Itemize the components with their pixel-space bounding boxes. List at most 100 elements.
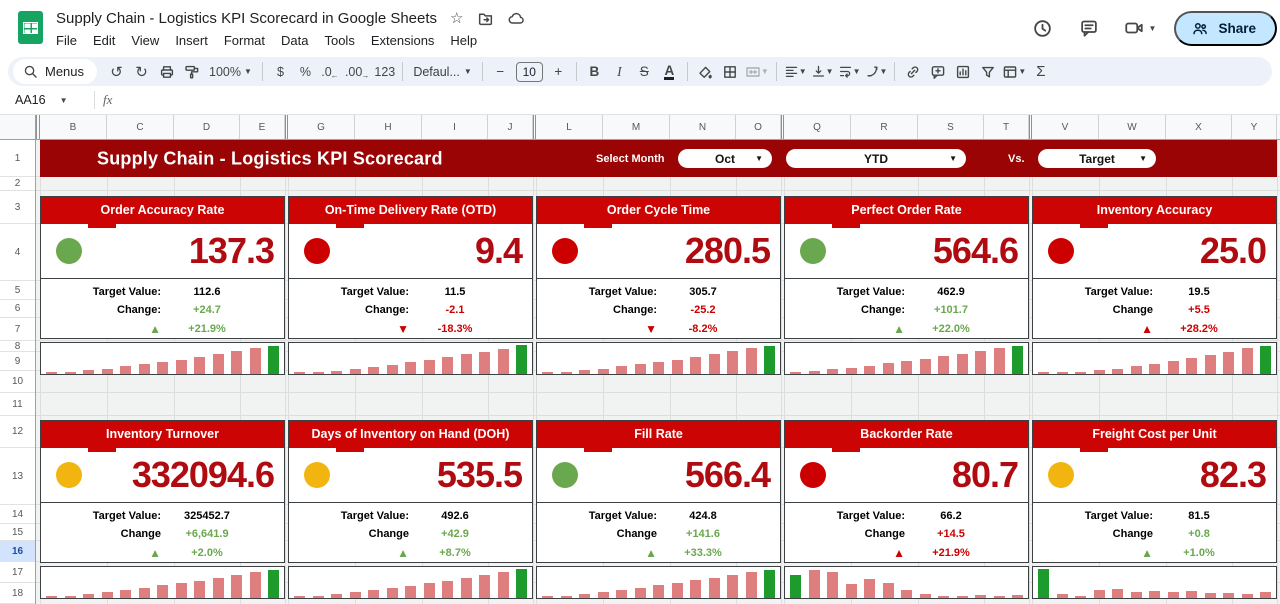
row-header-16[interactable]: 16 [0,541,35,562]
kpi-card-on-time-delivery-rate-otd[interactable]: On-Time Delivery Rate (OTD) 9.4 Target V… [288,196,533,376]
document-title[interactable]: Supply Chain - Logistics KPI Scorecard i… [56,10,437,27]
menus-search-button[interactable]: Menus [13,59,97,84]
fill-color-button[interactable] [693,59,718,84]
star-icon[interactable]: ☆ [450,11,463,26]
row-header-13[interactable]: 13 [0,448,35,505]
increase-font-size-button[interactable]: + [546,59,571,84]
more-formats-button[interactable]: 123 [372,59,397,84]
namebox-caret-icon[interactable]: ▼ [60,96,68,105]
paint-format-button[interactable] [179,59,204,84]
font-size-field[interactable]: 10 [516,62,543,82]
row-header-12[interactable]: 12 [0,416,35,448]
row-header-1[interactable]: 1 [0,140,35,177]
text-rotation-button[interactable]: ▼ [863,59,890,84]
select-all-corner[interactable] [0,115,36,140]
column-header-E[interactable]: E [240,115,285,139]
google-sheets-logo-icon[interactable] [18,11,43,44]
insert-chart-button[interactable] [950,59,975,84]
column-header-D[interactable]: D [174,115,240,139]
kpi-card-days-of-inventory-on-hand-doh[interactable]: Days of Inventory on Hand (DOH) 535.5 Ta… [288,420,533,600]
merge-cells-button[interactable]: ▼ [743,59,771,84]
italic-button[interactable]: I [607,59,632,84]
move-folder-icon[interactable] [477,10,494,27]
row-header-8[interactable]: 8 [0,341,35,352]
compare-dropdown[interactable]: Target▼ [1038,149,1156,168]
vertical-align-button[interactable]: ▼ [809,59,836,84]
column-header-R[interactable]: R [851,115,918,139]
row-header-11[interactable]: 11 [0,393,35,416]
meet-caret-icon[interactable]: ▼ [1149,24,1157,33]
cloud-saved-icon[interactable] [507,10,525,27]
column-header-T[interactable]: T [984,115,1029,139]
column-header-J[interactable]: J [488,115,533,139]
horizontal-align-button[interactable]: ▼ [782,59,809,84]
name-box[interactable]: AA16 ▼ [0,93,86,107]
insert-link-button[interactable] [900,59,925,84]
month-dropdown[interactable]: Oct▼ [678,149,772,168]
format-percent-button[interactable]: % [293,59,318,84]
menu-extensions[interactable]: Extensions [363,31,443,50]
text-wrap-button[interactable]: ▼ [836,59,863,84]
row-header-17[interactable]: 17 [0,562,35,583]
bold-button[interactable]: B [582,59,607,84]
column-header-H[interactable]: H [355,115,422,139]
table-views-button[interactable]: ▼ [1000,59,1028,84]
menu-tools[interactable]: Tools [316,31,362,50]
column-header-C[interactable]: C [107,115,174,139]
menu-view[interactable]: View [123,31,167,50]
format-currency-button[interactable]: $ [268,59,293,84]
zoom-control[interactable]: 100%▼ [204,59,257,84]
column-header-I[interactable]: I [422,115,488,139]
column-header-Q[interactable]: Q [784,115,851,139]
row-header-10[interactable]: 10 [0,371,35,393]
kpi-card-perfect-order-rate[interactable]: Perfect Order Rate 564.6 Target Value:46… [784,196,1029,376]
column-header-M[interactable]: M [603,115,670,139]
kpi-card-inventory-turnover[interactable]: Inventory Turnover 332094.6 Target Value… [40,420,285,600]
row-header-2[interactable]: 2 [0,177,35,191]
insert-comment-button[interactable] [925,59,950,84]
strikethrough-button[interactable]: S [632,59,657,84]
print-button[interactable] [154,59,179,84]
kpi-card-backorder-rate[interactable]: Backorder Rate 80.7 Target Value:66.2 Ch… [784,420,1029,600]
row-header-6[interactable]: 6 [0,300,35,318]
column-header-W[interactable]: W [1099,115,1166,139]
period-dropdown[interactable]: YTD▼ [786,149,966,168]
version-history-icon[interactable] [1031,16,1055,40]
column-header-S[interactable]: S [918,115,984,139]
font-family-control[interactable]: Defaul...▼ [408,59,476,84]
row-header-15[interactable]: 15 [0,524,35,541]
column-header-O[interactable]: O [736,115,781,139]
menu-help[interactable]: Help [442,31,485,50]
row-header-4[interactable]: 4 [0,224,35,281]
comments-icon[interactable] [1077,16,1101,40]
menu-data[interactable]: Data [273,31,316,50]
kpi-card-freight-cost-per-unit[interactable]: Freight Cost per Unit 82.3 Target Value:… [1032,420,1277,600]
decrease-font-size-button[interactable]: − [488,59,513,84]
menu-file[interactable]: File [48,31,85,50]
decrease-decimal-button[interactable]: .0← [318,59,343,84]
functions-button[interactable]: Σ [1028,59,1053,84]
column-header-G[interactable]: G [288,115,355,139]
borders-button[interactable] [718,59,743,84]
grid-area[interactable]: Supply Chain - Logistics KPI Scorecard S… [36,140,1280,604]
kpi-card-order-accuracy-rate[interactable]: Order Accuracy Rate 137.3 Target Value:1… [40,196,285,376]
row-header-9[interactable]: 9 [0,352,35,371]
menu-edit[interactable]: Edit [85,31,123,50]
kpi-card-inventory-accuracy[interactable]: Inventory Accuracy 25.0 Target Value:19.… [1032,196,1277,376]
text-color-button[interactable]: A [657,59,682,84]
menu-insert[interactable]: Insert [167,31,216,50]
column-header-V[interactable]: V [1032,115,1099,139]
redo-button[interactable]: ↻ [129,59,154,84]
menu-format[interactable]: Format [216,31,273,50]
row-header-3[interactable]: 3 [0,191,35,224]
column-header-Y[interactable]: Y [1232,115,1277,139]
increase-decimal-button[interactable]: .00→ [343,59,372,84]
column-header-X[interactable]: X [1166,115,1232,139]
row-header-14[interactable]: 14 [0,505,35,524]
row-header-5[interactable]: 5 [0,281,35,300]
meet-join-control[interactable]: ▼ [1123,18,1157,38]
kpi-card-order-cycle-time[interactable]: Order Cycle Time 280.5 Target Value:305.… [536,196,781,376]
create-filter-button[interactable] [975,59,1000,84]
column-header-N[interactable]: N [670,115,736,139]
undo-button[interactable]: ↺ [104,59,129,84]
